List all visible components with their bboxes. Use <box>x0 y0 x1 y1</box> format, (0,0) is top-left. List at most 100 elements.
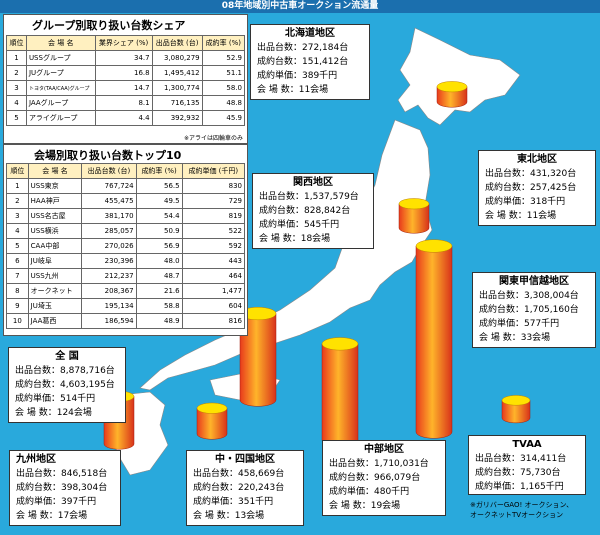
table-cell: JU岐阜 <box>27 253 83 269</box>
cylinder-body <box>398 203 430 234</box>
group-table-title: グループ別取り扱い台数シェア <box>32 19 186 32</box>
table-cell: USS東京 <box>27 178 83 194</box>
table-cell: 50.9 <box>135 223 183 239</box>
table-cell: 2 <box>6 65 27 81</box>
cylinder-top <box>415 239 453 253</box>
group-share-table: 順位 会 場 名 業界シェア (%) 出品台数 (台) 成約率 (%) 1 USS… <box>6 35 246 126</box>
region-stat: 出品台数：431,320台 <box>485 169 577 179</box>
table-cell: 816 <box>181 313 246 329</box>
table-header: 会 場 名 <box>27 163 83 179</box>
table-cell: 6 <box>6 253 29 269</box>
table-row: 5 CAA中部 270,026 56.9 592 <box>6 238 246 254</box>
table-cell: 392,932 <box>151 110 203 126</box>
table-cell: 48.9 <box>135 313 183 329</box>
table-cell: 716,135 <box>151 95 203 111</box>
table-row: 8 オークネット 208,367 21.6 1,477 <box>6 283 246 299</box>
table-cell: 45.9 <box>201 110 246 126</box>
region-stat: 会 場 数：17会場 <box>16 511 88 521</box>
region-stat: 成約単価：545千円 <box>259 220 340 230</box>
table-cell: 7 <box>6 268 29 284</box>
table-header: 出品台数 (台) <box>81 163 137 179</box>
table-cell: JAAグループ <box>25 95 96 111</box>
table-cell: 592 <box>181 238 246 254</box>
table-cell: USS名古屋 <box>27 208 83 224</box>
footnote: ※ガリバーGAO! オークション、 オークネットTVオークション <box>470 500 573 520</box>
table-cell: 16.8 <box>94 65 153 81</box>
region-stat: 会 場 数：19会場 <box>329 501 401 511</box>
region-name: 関東甲信越地区 <box>499 276 569 287</box>
region-stat: 会 場 数：11会場 <box>257 85 329 95</box>
table-cell: 21.6 <box>135 283 183 299</box>
region-stat: 成約単価：514千円 <box>15 394 96 404</box>
region-name: 北海道地区 <box>285 28 335 39</box>
footnote-line: ※ガリバーGAO! オークション、 <box>470 501 574 509</box>
region-box-chubu: 中部地区 出品台数：1,710,031台 成約台数：966,079台 成約単価：… <box>322 440 446 516</box>
table-cell: 1,495,412 <box>151 65 203 81</box>
table-cell: HAA神戸 <box>27 193 83 209</box>
region-stat: 成約台数：257,425台 <box>485 183 577 193</box>
table-cell: 604 <box>181 298 246 314</box>
table-cell: 443 <box>181 253 246 269</box>
region-name: 九州地区 <box>16 454 56 465</box>
region-stat: 成約台数：75,730台 <box>475 468 561 478</box>
region-stat: 出品台数：846,518台 <box>16 469 108 479</box>
table-cell: 58.8 <box>135 298 183 314</box>
region-box-national: 全 国 出品台数：8,878,716台 成約台数：4,603,195台 成約単価… <box>8 347 126 423</box>
table-cell: 729 <box>181 193 246 209</box>
region-stat: 成約単価：577千円 <box>479 319 560 329</box>
table-row: 4 JAAグループ 8.1 716,135 48.8 <box>6 95 246 111</box>
table-cell: 5 <box>6 110 27 126</box>
region-stat: 会 場 数：124会場 <box>15 408 92 418</box>
region-stat: 出品台数：8,878,716台 <box>15 366 115 376</box>
table-cell: 285,057 <box>81 223 137 239</box>
table-cell: JU埼玉 <box>27 298 83 314</box>
table-cell: 48.0 <box>135 253 183 269</box>
region-stat: 出品台数：314,411台 <box>475 454 567 464</box>
cylinder-body <box>501 400 531 424</box>
table-cell: 270,026 <box>81 238 137 254</box>
table-header: 順位 <box>6 35 27 51</box>
cylinder-bar-1 <box>436 81 468 108</box>
table-cell: 464 <box>181 268 246 284</box>
cylinder-body <box>415 245 453 439</box>
table-cell: 10 <box>6 313 29 329</box>
table-header: 成約単価 (千円) <box>181 163 246 179</box>
region-stat: 成約単価：480千円 <box>329 487 410 497</box>
region-box-tohoku: 東北地区 出品台数：431,320台 成約台数：257,425台 成約単価：31… <box>478 150 596 226</box>
cylinder-top <box>436 81 468 93</box>
region-stat: 会 場 数：13会場 <box>193 511 265 521</box>
cylinder-body <box>321 343 359 447</box>
table-cell: 1,477 <box>181 283 246 299</box>
cylinder-bar-4 <box>321 337 359 447</box>
table-cell: 56.9 <box>135 238 183 254</box>
cylinder-top <box>321 337 359 351</box>
footnote-line: オークネットTVオークション <box>470 511 564 519</box>
cylinder-bar-3 <box>415 239 453 439</box>
venue-top10-table: 順位 会 場 名 出品台数 (台) 成約率 (%) 成約単価 (千円) 1 USS… <box>6 163 246 329</box>
table-cell: 14.7 <box>94 80 153 96</box>
region-name: TVAA <box>512 439 542 450</box>
region-stat: 出品台数：3,308,004台 <box>479 291 579 301</box>
table-cell: 819 <box>181 208 246 224</box>
region-name: 中部地区 <box>364 444 404 455</box>
table-cell: アライグループ <box>25 110 96 126</box>
table-cell: 34.7 <box>94 50 153 66</box>
cylinder-body <box>239 313 277 407</box>
region-stat: 成約台数：966,079台 <box>329 473 421 483</box>
table-cell: USS横浜 <box>27 223 83 239</box>
region-box-kyushu: 九州地区 出品台数：846,518台 成約台数：398,304台 成約単価：39… <box>9 450 121 526</box>
region-stat: 出品台数：272,184台 <box>257 43 349 53</box>
table-cell: 4 <box>6 223 29 239</box>
table-cell: オークネット <box>27 283 83 299</box>
table-cell: JAA葛西 <box>27 313 83 329</box>
table-row: 3 USS名古屋 381,170 54.4 819 <box>6 208 246 224</box>
cylinder-bar-6 <box>196 402 228 440</box>
region-stat: 成約単価：1,165千円 <box>475 482 564 492</box>
table-cell: CAA中部 <box>27 238 83 254</box>
table-cell: 49.5 <box>135 193 183 209</box>
table-cell: 522 <box>181 223 246 239</box>
cylinder-body <box>436 86 468 108</box>
table-row: 5 アライグループ 4.4 392,932 45.9 <box>6 110 246 126</box>
region-stat: 出品台数：458,669台 <box>193 469 285 479</box>
table-row: 2 HAA神戸 455,475 49.5 729 <box>6 193 246 209</box>
